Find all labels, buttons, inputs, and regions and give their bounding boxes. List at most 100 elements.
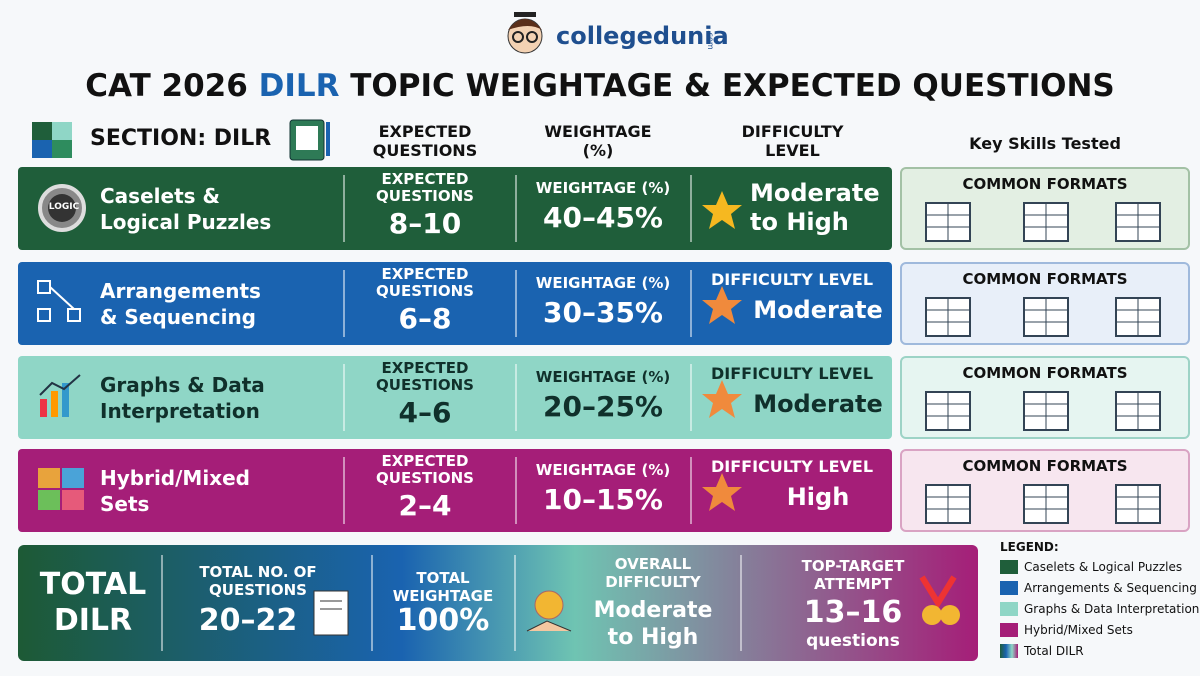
format-icon <box>1023 297 1069 337</box>
attempt-label: TOP-TARGET ATTEMPT <box>801 557 905 593</box>
total-box: TOTAL DILR TOTAL NO. OF QUESTIONS 20–22 TOT… <box>18 545 978 661</box>
difficulty-value: Moderate to High <box>593 598 713 650</box>
weightage-label: WEIGHTAGE (%) <box>535 274 671 292</box>
format-icon <box>925 202 971 242</box>
formats-label: COMMON FORMATS <box>962 457 1128 475</box>
difficulty-label: OVERALL DIFFICULTY <box>605 555 701 591</box>
topic-row: LOGIC Caselets & Logical Puzzles EXPECTED … <box>18 167 892 250</box>
total-label: TOTAL DILR <box>39 567 147 638</box>
col-skills: Key Skills Tested <box>969 134 1121 153</box>
topic-name: Arrangements & Sequencing <box>100 279 261 329</box>
col-expected: EXPECTED QUESTIONS <box>372 122 478 160</box>
weightage-label: WEIGHTAGE (%) <box>535 179 671 197</box>
legend: LEGEND: Caselets & Logical Puzzles Arrange… <box>1000 540 1199 665</box>
weightage-value: 100% <box>396 603 490 638</box>
title: CAT 2026 DILR TOPIC WEIGHTAGE & EXPECTED… <box>0 68 1200 104</box>
divider <box>161 555 163 651</box>
medal-icon <box>526 590 572 632</box>
formats-card: COMMON FORMATS <box>900 449 1190 532</box>
format-icon <box>1023 484 1069 524</box>
topic-name: Caselets & Logical Puzzles <box>100 184 272 234</box>
weightage-value: 40–45% <box>543 201 663 234</box>
weightage-value: 10–15% <box>543 483 663 516</box>
legend-swatch <box>1000 560 1018 574</box>
icon-label: LOGIC <box>48 202 80 212</box>
expected-value: 8–10 <box>388 207 462 240</box>
col-difficulty: DIFFICULTY LEVEL <box>741 122 844 160</box>
formats-card: COMMON FORMATS <box>900 356 1190 439</box>
questions-value: 20–22 <box>198 603 298 638</box>
formats-label: COMMON FORMATS <box>962 175 1128 193</box>
expected-value: 6–8 <box>398 302 452 335</box>
format-icon <box>1023 202 1069 242</box>
topic-icon <box>39 374 81 417</box>
divider <box>690 457 692 524</box>
difficulty-label: DIFFICULTY LEVEL <box>710 364 874 383</box>
weightage-label: WEIGHTAGE (%) <box>535 368 671 386</box>
divider <box>515 457 517 524</box>
topic-row: Graphs & Data Interpretation EXPECTED QUE… <box>18 356 892 439</box>
difficulty-icon <box>702 286 742 324</box>
formats-card: COMMON FORMATS <box>900 262 1190 345</box>
topic-row: Arrangements & Sequencing EXPECTED QUESTI… <box>18 262 892 345</box>
section-header: SECTION: DILR <box>90 126 272 151</box>
title-pre: CAT 2026 <box>85 68 248 104</box>
title-post: TOPIC WEIGHTAGE & EXPECTED QUESTIONS <box>350 68 1115 104</box>
topic-row: Hybrid/Mixed Sets EXPECTED QUESTIONS 2–4 WE… <box>18 449 892 532</box>
difficulty-value: High <box>786 483 850 511</box>
difficulty-value: Moderate <box>753 390 883 418</box>
attempt-value: 13–16 <box>803 595 903 630</box>
difficulty-icon <box>702 380 742 418</box>
legend-label: Arrangements & Sequencing <box>1024 581 1197 595</box>
format-icon <box>1115 484 1161 524</box>
legend-title: LEGEND: <box>1000 540 1059 554</box>
medals-icon <box>919 575 960 625</box>
format-icon <box>1023 391 1069 431</box>
weightage-value: 30–35% <box>543 296 663 329</box>
questions-label: TOTAL NO. OF QUESTIONS <box>199 563 317 599</box>
topic-name: Hybrid/Mixed Sets <box>100 466 250 516</box>
difficulty-label: DIFFICULTY LEVEL <box>710 457 874 476</box>
topic-icon <box>38 468 84 510</box>
legend-label: Graphs & Data Interpretation <box>1024 602 1200 616</box>
divider <box>514 555 516 651</box>
difficulty-icon <box>702 473 742 511</box>
difficulty-icon <box>702 191 742 229</box>
topic-icon <box>38 184 86 232</box>
divider <box>371 555 373 651</box>
difficulty-value: Moderate <box>753 296 883 324</box>
format-icon <box>1115 391 1161 431</box>
formats-label: COMMON FORMATS <box>962 364 1128 382</box>
divider <box>343 364 345 431</box>
expected-label: EXPECTED QUESTIONS <box>376 265 474 300</box>
format-icon <box>925 391 971 431</box>
expected-label: EXPECTED QUESTIONS <box>376 170 474 205</box>
col-weightage: WEIGHTAGE (%) <box>544 122 652 160</box>
document-icon <box>313 590 349 636</box>
divider <box>343 175 345 242</box>
book-icon <box>289 119 330 161</box>
legend-label: Caselets & Logical Puzzles <box>1024 560 1183 574</box>
expected-value: 2–4 <box>398 489 452 522</box>
expected-label: EXPECTED QUESTIONS <box>376 359 474 394</box>
brand: collegedunia <box>556 22 729 50</box>
expected-value: 4–6 <box>398 396 452 429</box>
divider <box>515 175 517 242</box>
puzzle-icon <box>32 122 72 158</box>
legend-swatch <box>1000 623 1018 637</box>
weightage-value: 20–25% <box>543 390 663 423</box>
divider <box>690 364 692 431</box>
formats-label: COMMON FORMATS <box>962 270 1128 288</box>
logo-icon <box>507 12 543 54</box>
topic-name: Graphs & Data Interpretation <box>100 373 265 423</box>
divider <box>515 270 517 337</box>
format-icon <box>1115 202 1161 242</box>
format-icon <box>925 297 971 337</box>
weightage-label: TOTAL WEIGHTAGE <box>392 569 494 605</box>
divider <box>343 270 345 337</box>
attempt-unit: questions <box>806 631 900 651</box>
format-icon <box>1115 297 1161 337</box>
weightage-label: WEIGHTAGE (%) <box>535 461 671 479</box>
divider <box>740 555 742 651</box>
